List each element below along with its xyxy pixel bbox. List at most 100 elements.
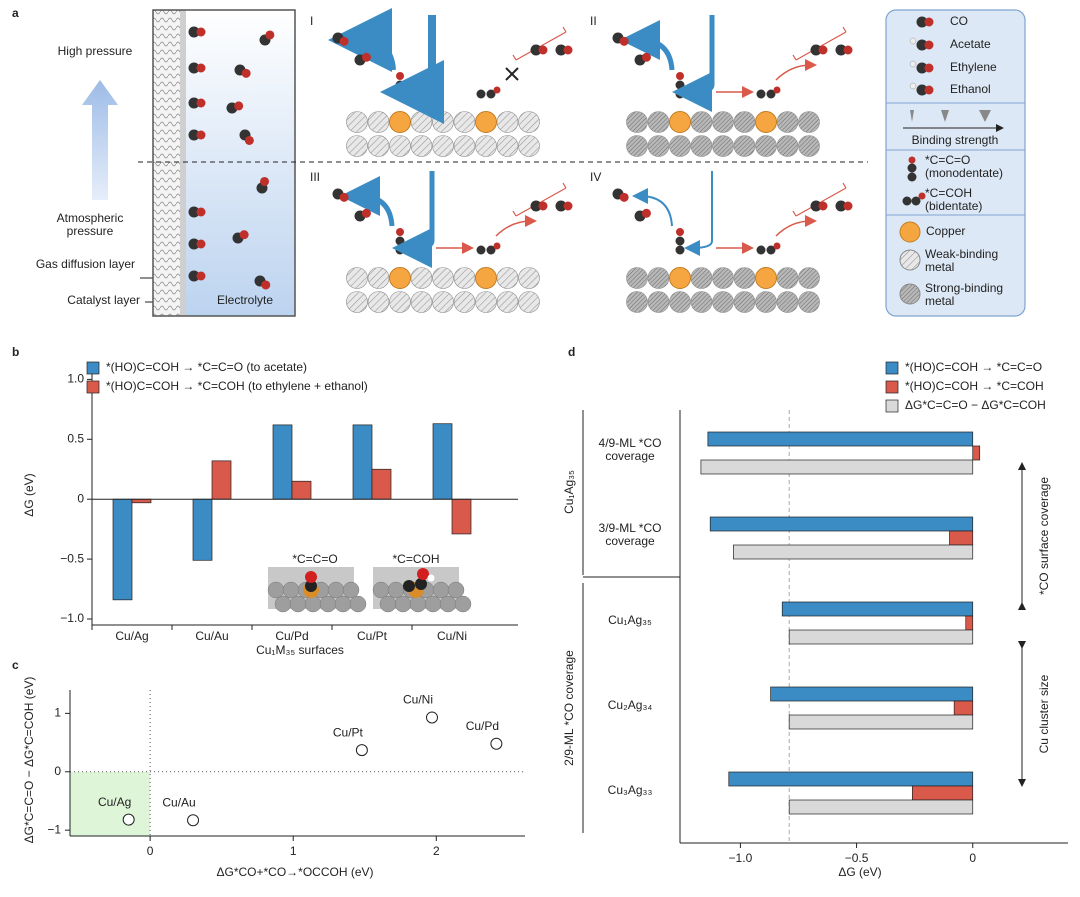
adsorbate	[756, 245, 766, 255]
oxygen-atom	[361, 52, 371, 62]
carbon-atom	[555, 44, 567, 56]
high-pressure-box: High pressure	[58, 45, 133, 58]
oxygen-atom	[196, 63, 206, 73]
scenario-label: III	[310, 170, 320, 184]
bar	[131, 498, 152, 504]
bar	[770, 686, 974, 702]
adsorbate	[396, 72, 404, 80]
gas-diffusion-layer-strip	[153, 10, 180, 316]
adsorbate	[773, 242, 781, 250]
inset-atom	[304, 595, 322, 613]
category-label-box: Cu₂Ag₃₄	[608, 699, 652, 712]
oxygen-atom	[196, 239, 206, 249]
surface-atom	[669, 135, 691, 157]
surface-atom	[626, 135, 648, 157]
oxygen-atom	[843, 45, 853, 55]
panel-label: a	[12, 6, 19, 20]
category-label: 3/9-ML *CO coverage	[598, 522, 662, 548]
category-label: Cu₁Ag₃₅	[608, 614, 652, 627]
oxygen-atom	[260, 176, 270, 186]
surface-atom	[776, 267, 799, 289]
copper-atom	[389, 267, 411, 289]
inset-atom	[349, 595, 367, 613]
carbon-atom	[835, 44, 847, 56]
oxygen-atom	[843, 201, 853, 211]
x-tick-label: 0	[969, 851, 976, 865]
gas-diffusion-layer: Gas diffusion layer	[35, 258, 135, 271]
legend-label: *(HO)C=COH → *C=C=O	[905, 360, 1042, 374]
x-tick-label: Cu/Pt	[357, 629, 388, 643]
inset-label: *C=COH	[392, 552, 439, 566]
carbon-atom	[916, 84, 928, 96]
oxygen-atom	[538, 201, 548, 211]
product-bracket	[512, 182, 567, 217]
legend-atom	[908, 156, 916, 164]
oxygen-atom	[196, 98, 206, 108]
point	[425, 711, 438, 724]
category-label: 4/9-ML *CO coverage	[598, 437, 662, 463]
adsorbate	[395, 80, 405, 90]
bar	[911, 785, 974, 801]
surface-atom	[712, 267, 734, 289]
surface-atom	[690, 267, 713, 289]
inset-atom	[387, 581, 405, 599]
legend-label-box: Strong-binding metal	[925, 282, 1003, 308]
surface-atom	[518, 135, 540, 157]
bar	[949, 530, 974, 546]
surface-atom	[367, 291, 390, 313]
legend-atom	[902, 196, 912, 206]
surface-atom	[518, 111, 540, 133]
surface-atom	[798, 267, 820, 289]
carbon-atom	[188, 238, 200, 250]
bar	[788, 799, 974, 815]
surface-atom	[626, 267, 648, 289]
bar	[112, 498, 133, 601]
panel-label: b	[12, 345, 19, 359]
point-label: Cu/Pt	[333, 725, 364, 739]
inset-atom	[274, 595, 292, 613]
carbon-atom	[916, 16, 928, 28]
carbon-atom	[188, 270, 200, 282]
legend-label: Acetate	[950, 37, 991, 51]
bar	[781, 601, 974, 617]
bar	[707, 431, 974, 447]
surface-atom	[776, 291, 799, 313]
inset-atom	[415, 578, 427, 590]
surface-atom	[733, 267, 756, 289]
carbon-atom	[188, 26, 200, 38]
surface-atom	[733, 135, 756, 157]
adsorbate	[486, 89, 496, 99]
oxygen-atom	[924, 85, 934, 95]
carbon-atom	[188, 206, 200, 218]
flow-arrow	[632, 188, 673, 227]
copper-atom	[755, 111, 777, 133]
surface-atom	[712, 111, 734, 133]
legend-label: *C=C=O (monodentate)	[925, 154, 1004, 180]
oxygen-atom	[261, 280, 271, 290]
surface-atom	[798, 135, 820, 157]
legend-atom	[899, 221, 921, 243]
surface-atom	[733, 291, 756, 313]
surface-atom	[496, 267, 519, 289]
oxygen-atom	[538, 45, 548, 55]
flow-arrow	[620, 20, 675, 71]
inset-atom	[305, 580, 317, 592]
oxygen-atom	[563, 201, 573, 211]
y-tick-label: 1	[54, 706, 61, 720]
bar	[972, 445, 981, 461]
inset-atom	[282, 581, 300, 599]
surface-atom	[346, 111, 368, 133]
bar	[451, 498, 472, 535]
surface-atom	[712, 291, 734, 313]
product-bracket	[792, 182, 847, 217]
surface-atom	[410, 267, 433, 289]
surface-atom	[346, 267, 368, 289]
surface-atom	[496, 135, 519, 157]
surface-atom	[518, 291, 540, 313]
y-tick-label: 1.0	[67, 372, 84, 386]
x-tick-label: −0.5	[845, 851, 869, 865]
point-label: Cu/Ni	[403, 693, 433, 707]
flow-arrow	[775, 215, 817, 237]
flow-arrow	[392, 171, 435, 268]
surface-atom	[432, 291, 454, 313]
